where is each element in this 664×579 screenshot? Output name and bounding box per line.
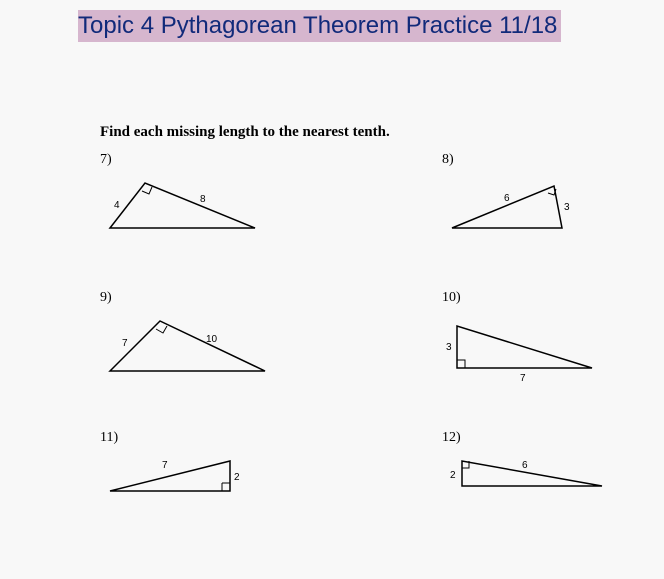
- problem-9: 9) 7 10: [100, 290, 280, 381]
- problem-8: 8) 6 3: [442, 152, 582, 238]
- triangle-diagram: 7 2: [100, 446, 270, 501]
- problem-11: 11) 7 2: [100, 430, 270, 501]
- side-label-b: 3: [564, 202, 570, 213]
- triangle-diagram: 7 10: [100, 306, 280, 381]
- side-label-b: 2: [234, 472, 240, 483]
- triangle-diagram: 3 7: [442, 306, 602, 386]
- side-label-a: 2: [450, 470, 456, 481]
- side-label-b: 6: [522, 460, 528, 471]
- side-label-b: 7: [520, 373, 526, 384]
- side-label-a: 7: [162, 460, 168, 471]
- triangle-diagram: 2 6: [442, 446, 612, 501]
- instruction-text: Find each missing length to the nearest …: [100, 124, 390, 141]
- page-title: Topic 4 Pythagorean Theorem Practice 11/…: [78, 10, 561, 42]
- problem-7: 7) 4 8: [100, 152, 270, 238]
- side-label-b: 8: [200, 194, 206, 205]
- problem-number: 11): [100, 430, 270, 446]
- side-label-a: 4: [114, 200, 120, 211]
- problem-number: 10): [442, 290, 602, 306]
- problem-number: 7): [100, 152, 270, 168]
- triangle-diagram: 4 8: [100, 168, 270, 238]
- side-label-b: 10: [206, 334, 218, 345]
- triangle-diagram: 6 3: [442, 168, 582, 238]
- side-label-a: 3: [446, 342, 452, 353]
- side-label-a: 6: [504, 193, 510, 204]
- problem-12: 12) 2 6: [442, 430, 612, 501]
- problem-number: 12): [442, 430, 612, 446]
- problem-10: 10) 3 7: [442, 290, 602, 386]
- problem-number: 9): [100, 290, 280, 306]
- side-label-a: 7: [122, 338, 128, 349]
- problem-number: 8): [442, 152, 582, 168]
